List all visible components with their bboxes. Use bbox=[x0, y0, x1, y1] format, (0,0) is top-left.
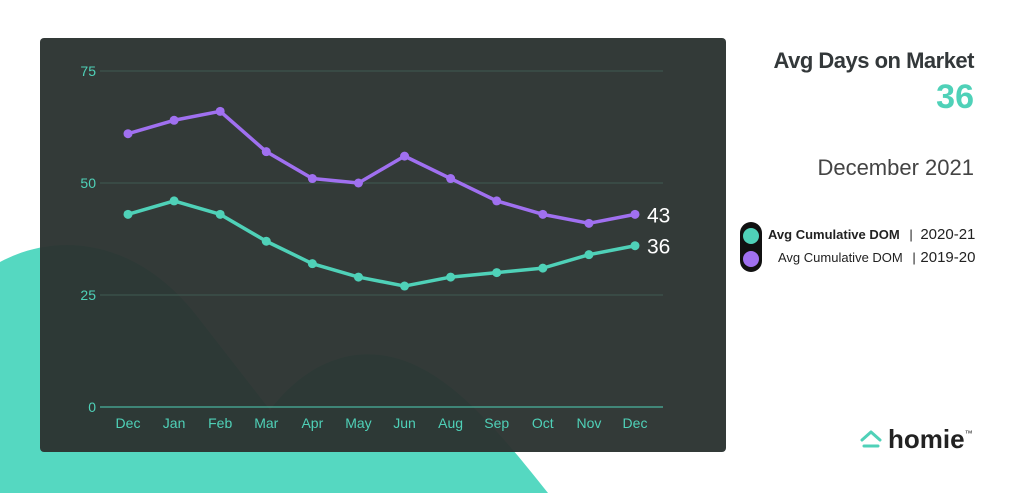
y-tick-label: 50 bbox=[80, 175, 96, 191]
y-tick-label: 0 bbox=[88, 399, 96, 415]
data-point bbox=[169, 115, 179, 125]
legend-separator: | bbox=[909, 227, 913, 242]
data-point bbox=[307, 259, 317, 269]
data-point bbox=[584, 218, 594, 228]
x-tick-label: Mar bbox=[254, 415, 278, 431]
legend-label: Avg Cumulative DOM bbox=[778, 250, 903, 265]
headline-value: 36 bbox=[936, 78, 974, 116]
data-point bbox=[538, 209, 548, 219]
legend: Avg Cumulative DOM | 2020-21 Avg Cumulat… bbox=[740, 220, 1000, 276]
data-point bbox=[353, 272, 363, 282]
series-line bbox=[126, 109, 637, 226]
legend-label: Avg Cumulative DOM bbox=[768, 227, 900, 242]
data-point bbox=[123, 209, 133, 219]
homie-logo: homie ™ bbox=[860, 424, 973, 455]
y-tick-label: 25 bbox=[80, 287, 96, 303]
x-tick-label: May bbox=[345, 415, 371, 431]
data-point bbox=[353, 178, 363, 188]
x-tick-label: Jan bbox=[163, 415, 186, 431]
x-tick-label: Aug bbox=[438, 415, 463, 431]
data-point bbox=[261, 236, 271, 246]
x-tick-label: Jun bbox=[393, 415, 416, 431]
data-point bbox=[446, 174, 456, 184]
x-tick-label: Feb bbox=[208, 415, 232, 431]
x-tick-label: Oct bbox=[532, 415, 554, 431]
legend-dot-2020-21 bbox=[743, 228, 759, 244]
line-chart: 0 25 50 75 Dec Jan Feb Mar Apr May Jun Aug Sep Oct Nov… bbox=[80, 63, 670, 431]
logo-text: homie bbox=[888, 424, 965, 454]
data-point bbox=[169, 196, 179, 206]
legend-years: 2019-20 bbox=[920, 249, 976, 266]
data-point bbox=[400, 151, 410, 161]
data-point bbox=[446, 272, 456, 282]
data-point bbox=[307, 174, 317, 184]
series-line bbox=[126, 199, 637, 288]
data-point bbox=[630, 241, 640, 251]
data-point bbox=[492, 268, 502, 278]
data-point bbox=[215, 209, 225, 219]
data-point bbox=[123, 129, 133, 139]
legend-years: 2020-21 bbox=[920, 226, 976, 243]
legend-item-2020-21: Avg Cumulative DOM | 2020-21 bbox=[768, 226, 975, 243]
x-tick-label: Dec bbox=[116, 415, 141, 431]
legend-pill bbox=[740, 222, 762, 272]
data-point bbox=[400, 281, 410, 291]
legend-separator: | bbox=[912, 250, 916, 265]
data-point bbox=[261, 147, 271, 157]
end-value-label: 43 bbox=[647, 204, 670, 227]
y-tick-label: 75 bbox=[80, 63, 96, 79]
chart-panel bbox=[40, 38, 726, 452]
end-value-label: 36 bbox=[647, 236, 670, 259]
house-icon bbox=[860, 430, 882, 447]
headline-title: Avg Days on Market bbox=[773, 48, 975, 73]
x-tick-label: Dec bbox=[623, 415, 648, 431]
period-label: December 2021 bbox=[817, 155, 974, 180]
legend-dot-2019-20 bbox=[743, 251, 759, 267]
logo-tm: ™ bbox=[964, 429, 973, 438]
legend-item-2019-20: Avg Cumulative DOM | 2019-20 bbox=[778, 249, 975, 266]
x-tick-label: Apr bbox=[301, 415, 323, 431]
data-point bbox=[215, 106, 225, 116]
headline: Avg Days on Market 36 bbox=[773, 48, 975, 117]
x-tick-label: Sep bbox=[484, 415, 509, 431]
data-point bbox=[584, 250, 594, 260]
data-point bbox=[492, 196, 502, 206]
data-point bbox=[630, 209, 640, 219]
data-point bbox=[538, 263, 548, 273]
x-tick-label: Nov bbox=[576, 415, 601, 431]
